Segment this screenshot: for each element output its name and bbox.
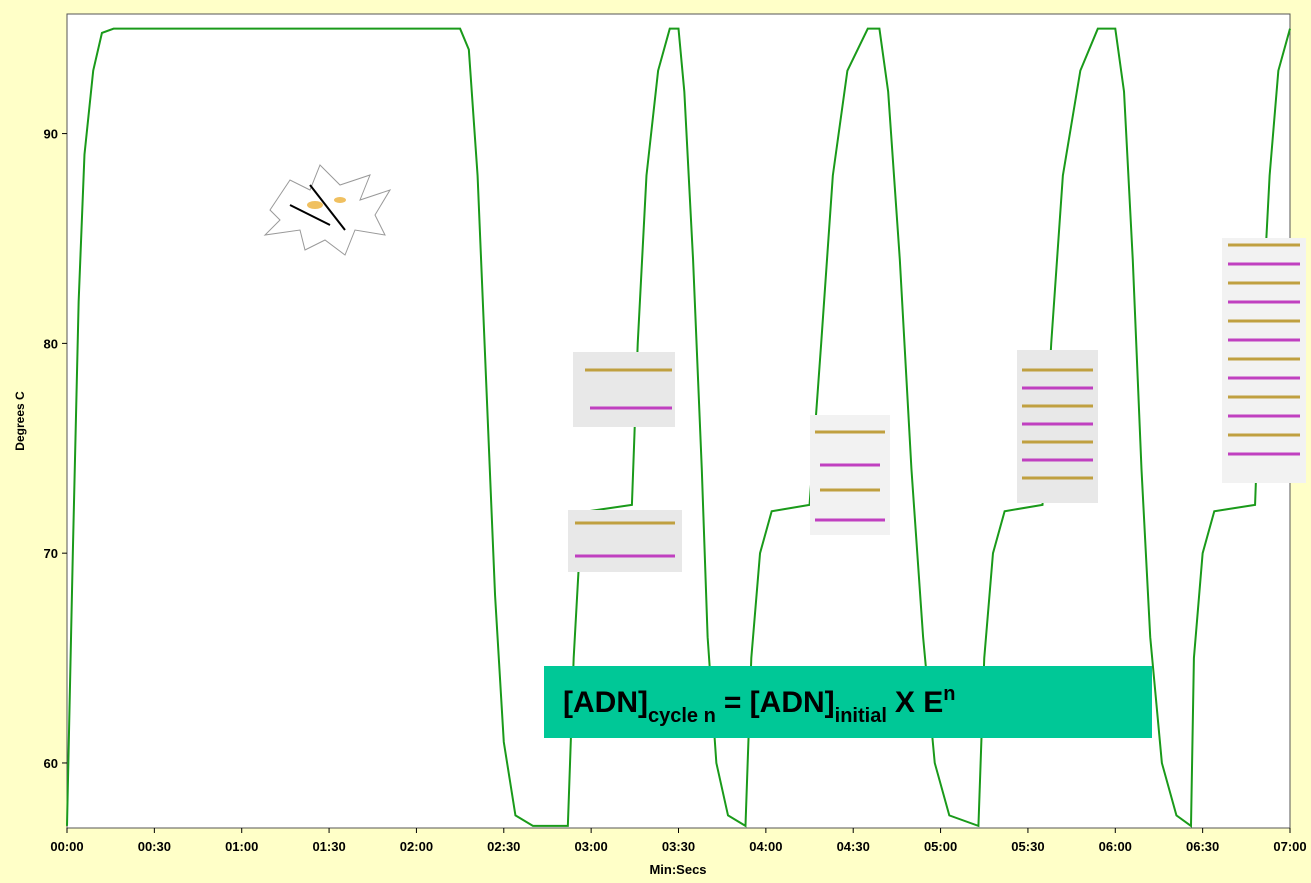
x-tick-label: 01:30	[312, 839, 345, 854]
formula-part: [ADN]	[563, 686, 648, 719]
y-tick-label: 90	[44, 127, 58, 142]
x-tick-label: 04:30	[837, 839, 870, 854]
page: {"chart_data": {"type": "line", "x_label…	[0, 0, 1311, 883]
y-axis-label: Degrees C	[13, 391, 27, 451]
x-tick-label: 05:30	[1011, 839, 1044, 854]
formula-sub: initial	[835, 705, 887, 727]
x-tick-label: 00:30	[138, 839, 171, 854]
x-tick-label: 07:00	[1273, 839, 1306, 854]
formula-part: = [ADN]	[724, 686, 835, 719]
x-tick-label: 04:00	[749, 839, 782, 854]
x-tick-label: 03:00	[575, 839, 608, 854]
formula-sup: n	[943, 683, 955, 705]
y-tick-label: 70	[44, 546, 58, 561]
x-tick-label: 01:00	[225, 839, 258, 854]
y-tick-label: 80	[44, 336, 58, 351]
x-tick-label: 02:00	[400, 839, 433, 854]
x-tick-label: 06:00	[1099, 839, 1132, 854]
formula-part: X E	[895, 686, 943, 719]
x-tick-label: 05:00	[924, 839, 957, 854]
x-tick-label: 03:30	[662, 839, 695, 854]
x-tick-label: 02:30	[487, 839, 520, 854]
y-tick-label: 60	[44, 756, 58, 771]
x-axis-label: Min:Secs	[649, 862, 706, 877]
x-tick-label: 06:30	[1186, 839, 1219, 854]
x-tick-label: 00:00	[50, 839, 83, 854]
formula-sub: cycle n	[648, 705, 716, 727]
chart: [ADN]cycle n= [ADN]initialX En Min:Secs …	[0, 0, 1311, 883]
